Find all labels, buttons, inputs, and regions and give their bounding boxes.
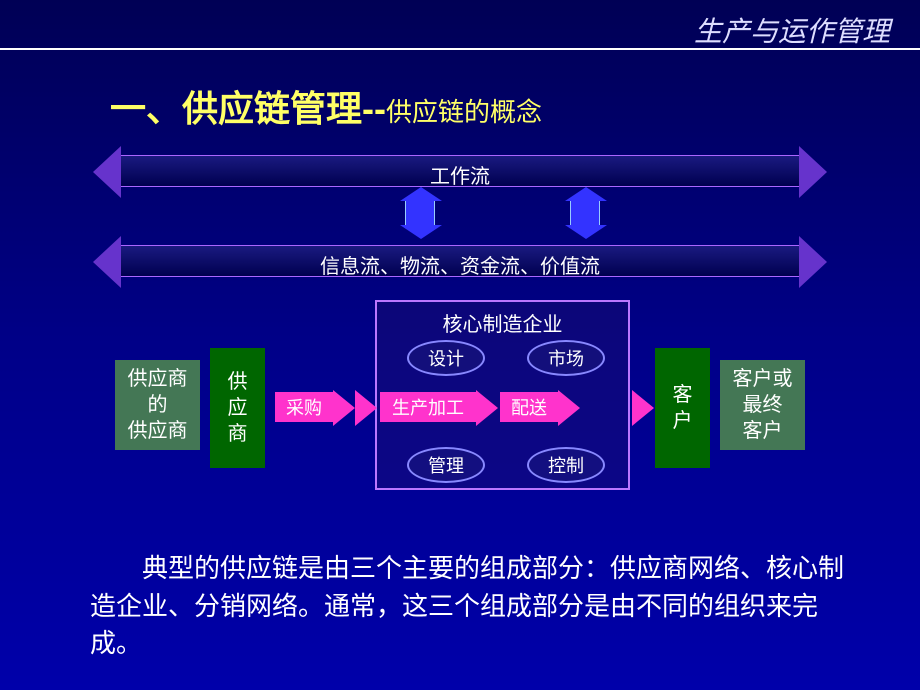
- control-oval: 控制: [527, 447, 605, 483]
- core-title: 核心制造企业: [377, 308, 628, 337]
- management-oval: 管理: [407, 447, 485, 483]
- title-main: 一、供应链管理--: [110, 88, 386, 129]
- pink-arrow-icon: [333, 390, 355, 426]
- supplier-box: 供 应 商: [210, 348, 265, 468]
- bar1-label: 工作流: [121, 160, 799, 189]
- purchase-box: 采购: [275, 392, 333, 422]
- arrow-left-icon: [93, 236, 121, 288]
- header-text: 生产与运作管理: [694, 10, 890, 50]
- pink-arrow-icon: [355, 390, 377, 426]
- workflow-bar: 工作流: [120, 155, 800, 187]
- flows-bar: 信息流、物流、资金流、价值流: [120, 245, 800, 277]
- slide-title: 一、供应链管理--供应链的概念: [110, 80, 542, 132]
- arrow-right-icon: [799, 146, 827, 198]
- updown-arrow-icon: [570, 200, 600, 226]
- production-box: 生产加工: [380, 392, 476, 422]
- customer-box: 客 户: [655, 348, 710, 468]
- arrow-right-icon: [799, 236, 827, 288]
- title-sub: 供应链的概念: [386, 97, 542, 127]
- footer-text: 典型的供应链是由三个主要的组成部分：供应商网络、核心制造企业、分销网络。通常，这…: [90, 550, 850, 663]
- design-oval: 设计: [407, 340, 485, 376]
- distribution-box: 配送: [500, 392, 558, 422]
- supplier-supplier-box: 供应商 的 供应商: [115, 360, 200, 450]
- bar2-label: 信息流、物流、资金流、价值流: [121, 250, 799, 279]
- arrow-left-icon: [93, 146, 121, 198]
- pink-arrow-icon: [476, 390, 498, 426]
- market-oval: 市场: [527, 340, 605, 376]
- pink-arrow-icon: [632, 390, 654, 426]
- updown-arrow-icon: [405, 200, 435, 226]
- end-customer-box: 客户或 最终 客户: [720, 360, 805, 450]
- pink-arrow-icon: [558, 390, 580, 426]
